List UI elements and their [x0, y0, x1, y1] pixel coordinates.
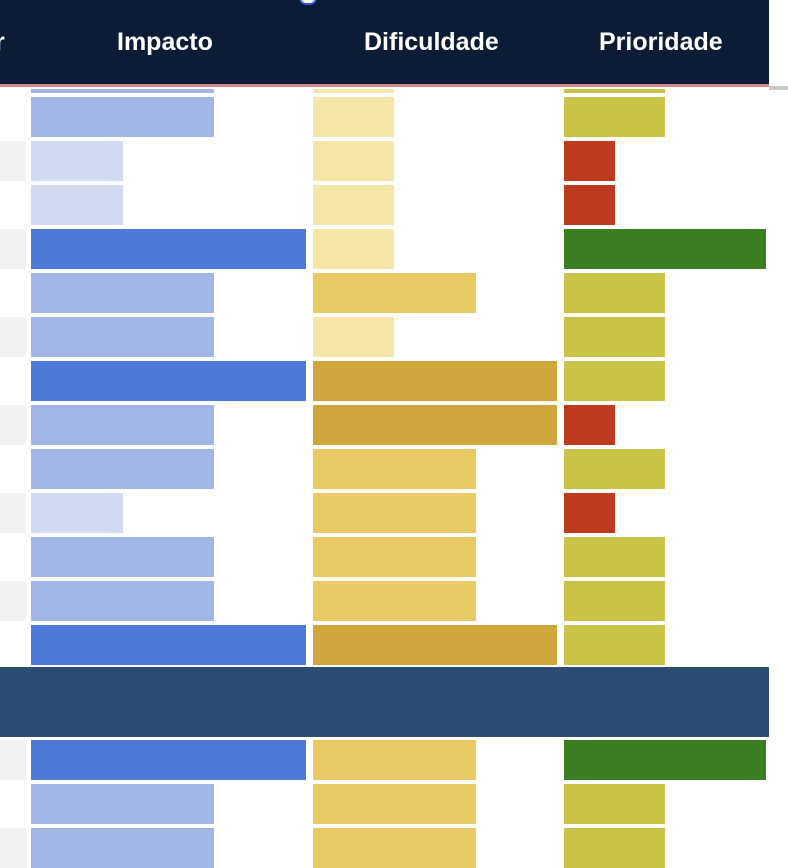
impacto-bar — [31, 493, 123, 533]
impacto-bar — [31, 317, 214, 357]
impacto-bar — [31, 405, 214, 445]
prioridade-bar — [564, 740, 766, 780]
prioridade-bar — [564, 97, 665, 137]
dificuldade-bar — [313, 828, 476, 868]
impacto-bar — [31, 740, 306, 780]
impacto-bar — [31, 784, 214, 824]
dificuldade-bar — [313, 493, 476, 533]
dificuldade-bar — [313, 273, 476, 313]
table-row[interactable] — [0, 141, 769, 181]
dificuldade-bar — [313, 625, 557, 665]
dificuldade-bar — [313, 405, 557, 445]
prioridade-bar — [564, 317, 665, 357]
previous-column-cell — [0, 229, 26, 269]
prioridade-bar — [564, 405, 615, 445]
impacto-bar-partial — [31, 89, 214, 93]
impacto-bar — [31, 449, 214, 489]
previous-column-cell — [0, 740, 26, 780]
column-header-prioridade[interactable]: Prioridade — [599, 28, 723, 56]
prioridade-bar — [564, 185, 615, 225]
prioridade-bar-partial — [564, 89, 665, 93]
impacto-bar — [31, 361, 306, 401]
group-header-row[interactable] — [0, 667, 769, 737]
table-row[interactable] — [0, 97, 769, 137]
dificuldade-bar — [313, 229, 394, 269]
prioridade-bar — [564, 828, 665, 868]
dificuldade-bar — [313, 581, 476, 621]
dificuldade-bar — [313, 784, 476, 824]
dificuldade-bar — [313, 141, 394, 181]
prioridade-bar — [564, 537, 665, 577]
previous-column-cell — [0, 317, 26, 357]
table-row[interactable] — [0, 229, 769, 269]
impacto-bar — [31, 828, 214, 868]
prioridade-bar — [564, 625, 665, 665]
table-row[interactable] — [0, 740, 769, 780]
table-row[interactable] — [0, 273, 769, 313]
dificuldade-bar — [313, 449, 476, 489]
previous-column-cell — [0, 141, 26, 181]
prioridade-bar — [564, 449, 665, 489]
table-row[interactable] — [0, 185, 769, 225]
prioridade-bar — [564, 273, 665, 313]
table-row[interactable] — [0, 493, 769, 533]
dificuldade-bar — [313, 185, 394, 225]
dificuldade-bar — [313, 97, 394, 137]
previous-column-cell — [0, 828, 26, 868]
impacto-bar — [31, 141, 123, 181]
table-row[interactable] — [0, 449, 769, 489]
prioridade-bar — [564, 493, 615, 533]
table-row[interactable] — [0, 828, 769, 868]
prioridade-bar — [564, 784, 665, 824]
table-row[interactable] — [0, 784, 769, 824]
table-row[interactable] — [0, 361, 769, 401]
table-row[interactable] — [0, 317, 769, 357]
impacto-bar — [31, 273, 214, 313]
column-header-dificuldade[interactable]: Dificuldade — [364, 28, 499, 56]
dificuldade-bar-partial — [313, 89, 394, 93]
impacto-bar — [31, 625, 306, 665]
prioridade-bar — [564, 581, 665, 621]
impacto-bar — [31, 97, 214, 137]
table-body — [0, 89, 769, 868]
table-row[interactable] — [0, 625, 769, 665]
dificuldade-bar — [313, 317, 394, 357]
dificuldade-bar — [313, 537, 476, 577]
impacto-bar — [31, 581, 214, 621]
header-shadow — [769, 86, 788, 90]
dificuldade-bar — [313, 361, 557, 401]
previous-column-cell — [0, 405, 26, 445]
previous-column-cell — [0, 581, 26, 621]
column-header-previous[interactable]: r — [0, 27, 5, 57]
dificuldade-bar — [313, 740, 476, 780]
column-header-impacto[interactable]: Impacto — [117, 28, 213, 56]
impacto-bar — [31, 185, 123, 225]
impacto-bar — [31, 229, 306, 269]
prioridade-bar — [564, 141, 615, 181]
prioridade-bar — [564, 229, 766, 269]
table-header: r Impacto Dificuldade Prioridade — [0, 0, 769, 87]
table-row[interactable] — [0, 581, 769, 621]
table-row[interactable] — [0, 537, 769, 577]
impacto-bar — [31, 537, 214, 577]
table-row[interactable] — [0, 405, 769, 445]
previous-column-cell — [0, 493, 26, 533]
prioridade-bar — [564, 361, 665, 401]
